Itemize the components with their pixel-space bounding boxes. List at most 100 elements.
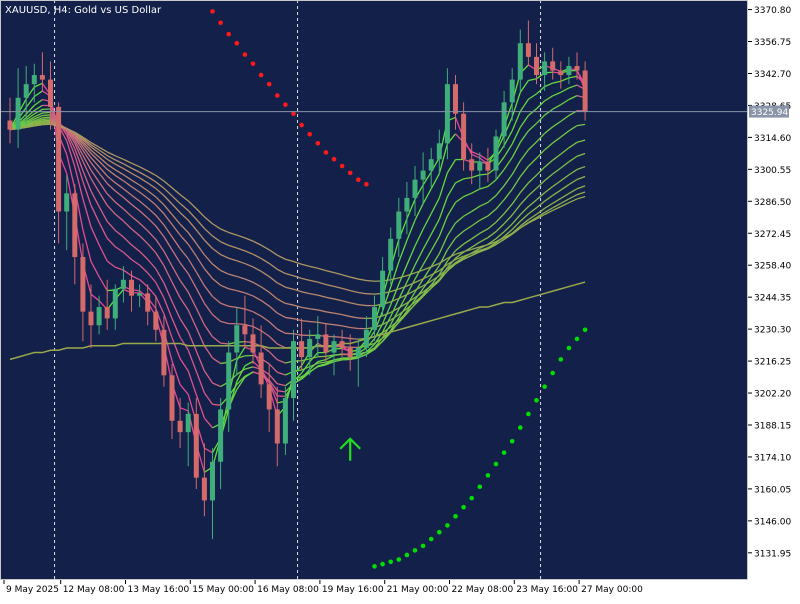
bull-candle [372,307,377,330]
sar-buy-dot [559,357,564,362]
ribbon-segment [366,280,374,281]
bear-candle [485,161,490,170]
price-tick-label: 3272.45 [754,230,791,240]
price-tick-label: 3244.35 [754,294,791,304]
bull-candle [291,341,296,398]
sar-buy-dot [405,553,410,558]
bear-candle [80,257,85,312]
bear-candle [550,61,555,70]
bull-candle [186,414,191,432]
price-tick-label: 3314.60 [754,134,791,144]
sar-sell-dot [324,150,329,155]
ribbon-segment [237,324,245,325]
current-price-label: 3325.94 [751,108,788,118]
bull-candle [218,409,223,461]
bear-candle [194,414,199,478]
bear-candle [534,57,539,75]
time-tick-label: 19 May 16:00 [322,585,384,595]
sar-sell-dot [210,9,215,14]
bull-candle [518,43,523,79]
time-tick-label: 15 May 00:00 [192,585,254,595]
price-tick-label: 3202.20 [754,390,791,400]
sar-buy-dot [526,412,531,417]
ribbon-segment [42,115,50,116]
sar-buy-dot [453,514,458,519]
sar-buy-dot [469,496,474,501]
bull-candle [445,84,450,143]
bear-candle [178,421,183,432]
ribbon-segment [42,119,50,120]
bear-candle [105,307,110,318]
sar-sell-dot [291,111,296,116]
sar-sell-dot [275,93,280,98]
bull-candle [429,159,434,170]
bear-candle [170,375,175,420]
bear-candle [526,43,531,57]
sar-buy-dot [518,425,523,430]
sar-sell-dot [267,82,272,87]
bull-candle [502,102,507,136]
time-tick-label: 22 May 08:00 [452,585,514,595]
bull-candle [510,80,515,103]
bull-candle [226,353,231,410]
ribbon-segment [326,324,334,325]
sar-sell-dot [218,20,223,25]
bear-candle [89,312,94,326]
bear-candle [575,66,580,71]
bear-candle [40,75,45,80]
ribbon-segment [350,339,358,340]
price-tick-label: 3146.00 [754,517,791,527]
ribbon-segment [358,318,366,319]
bull-candle [16,98,21,130]
price-tick-label: 3356.75 [754,38,791,48]
bull-candle [364,330,369,348]
bull-candle [24,84,29,98]
bull-candle [307,339,312,357]
bull-candle [566,66,571,75]
price-tick-label: 3370.80 [754,6,791,16]
sar-sell-dot [332,157,337,162]
price-tick-label: 3300.55 [754,166,791,176]
bull-candle [113,289,118,319]
bull-candle [97,307,102,325]
time-tick-label: 13 May 16:00 [128,585,190,595]
ribbon-segment [221,343,229,344]
bull-candle [404,198,409,212]
bull-candle [413,180,418,198]
price-tick-label: 3188.15 [754,421,791,431]
bear-candle [161,330,166,375]
ribbon-segment [42,121,50,122]
sar-buy-dot [542,384,547,389]
ribbon-segment [42,112,50,113]
bull-candle [234,325,239,352]
bear-candle [275,409,280,443]
bull-candle [137,293,142,295]
sar-buy-dot [445,523,450,528]
ribbon-segment [310,322,318,323]
bear-candle [202,478,207,501]
bull-candle [388,239,393,271]
bear-candle [72,193,77,257]
bull-candle [437,143,442,159]
bear-candle [323,334,328,352]
bear-candle [48,80,53,107]
sar-sell-dot [348,171,353,176]
bear-candle [340,341,345,348]
time-tick-label: 23 May 16:00 [516,585,578,595]
bull-candle [32,75,37,84]
sar-buy-dot [478,484,483,489]
bull-candle [332,341,337,352]
bull-candle [494,136,499,170]
sar-sell-dot [283,102,288,107]
sar-buy-dot [397,557,402,562]
sar-sell-dot [316,141,321,146]
sar-buy-dot [429,537,434,542]
sar-sell-dot [307,132,312,137]
sar-sell-dot [226,32,231,37]
bear-candle [558,71,563,76]
ribbon-segment [480,174,488,175]
sar-sell-dot [299,123,304,128]
bear-candle [129,280,134,296]
